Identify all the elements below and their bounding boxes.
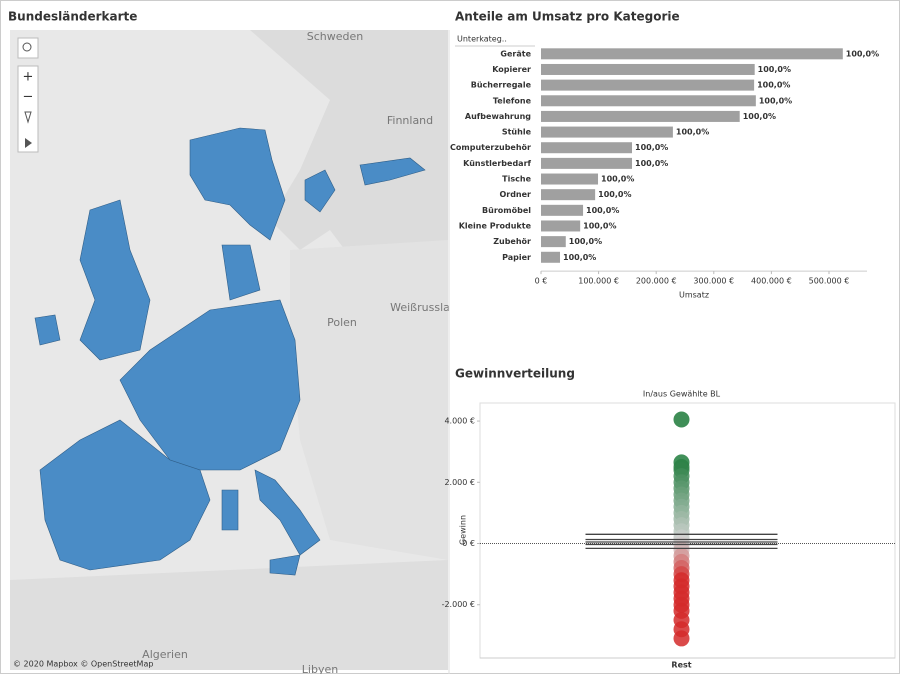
- search-button[interactable]: [17, 37, 39, 59]
- bar: [541, 204, 584, 216]
- value-label: 100,0%: [757, 81, 790, 90]
- category-label: Tische: [502, 175, 531, 184]
- column-header: In/aus Gewählte BL: [643, 390, 721, 399]
- bar: [541, 126, 673, 138]
- x-tick-label: 300.000 €: [693, 277, 734, 286]
- category-label: Geräte: [500, 49, 531, 58]
- category-label: Ordner: [499, 190, 531, 199]
- y-tick-label: -2.000 €: [442, 600, 475, 609]
- map-label: Algerien: [142, 648, 188, 661]
- map[interactable]: Schweden Finnland Polen Weißrussla Alger…: [10, 30, 450, 674]
- map-label: Schweden: [307, 30, 364, 43]
- value-label: 100,0%: [598, 190, 631, 199]
- x-tick-label: 500.000 €: [809, 277, 850, 286]
- category-label: Kopierer: [492, 65, 531, 74]
- dot: [673, 630, 690, 647]
- value-label: 100,0%: [635, 159, 668, 168]
- category-label: Aufbewahrung: [465, 112, 531, 121]
- x-tick-label: Rest: [671, 661, 691, 670]
- category-label: Zubehör: [493, 237, 531, 246]
- search-icon: [22, 42, 32, 52]
- value-label: 100,0%: [635, 143, 668, 152]
- bar-chart-title: Anteile am Umsatz pro Kategorie: [455, 10, 680, 24]
- dot-chart-title: Gewinnverteilung: [455, 367, 575, 381]
- map-title: Bundesländerkarte: [8, 10, 137, 24]
- x-axis-label: Umsatz: [679, 291, 709, 300]
- map-label: Polen: [327, 316, 357, 329]
- category-label: Künstlerbedarf: [463, 159, 531, 168]
- map-attribution: © 2020 Mapbox © OpenStreetMap: [13, 660, 153, 669]
- bar: [541, 95, 756, 107]
- x-tick-label: 100.000 €: [578, 277, 619, 286]
- bar: [541, 189, 596, 201]
- x-tick-label: 400.000 €: [751, 277, 792, 286]
- y-tick-label: 2.000 €: [444, 478, 475, 487]
- zoom-in-icon[interactable]: +: [23, 70, 34, 85]
- value-label: 100,0%: [846, 49, 879, 58]
- category-label: Papier: [502, 253, 531, 262]
- value-label: 100,0%: [563, 253, 596, 262]
- bar: [541, 63, 755, 75]
- pin-icon[interactable]: [24, 111, 32, 124]
- bar: [541, 220, 581, 232]
- x-tick-label: 0 €: [535, 277, 548, 286]
- zoom-out-icon[interactable]: −: [23, 90, 34, 105]
- value-label: 100,0%: [759, 96, 792, 105]
- bar: [541, 251, 561, 263]
- africa-land: [10, 560, 448, 670]
- dot: [673, 411, 690, 428]
- category-label: Telefone: [493, 96, 532, 105]
- category-label: Büromöbel: [482, 206, 531, 215]
- selected-regions: [34, 127, 426, 576]
- bar: [541, 48, 843, 60]
- scandinavia-land: [250, 30, 448, 280]
- category-label: Computerzubehör: [450, 143, 531, 152]
- value-label: 100,0%: [758, 65, 791, 74]
- bar: [541, 79, 755, 91]
- category-header[interactable]: Unterkateg..: [457, 35, 507, 44]
- map-label: Weißrussla: [390, 301, 450, 314]
- x-tick-label: 200.000 €: [636, 277, 677, 286]
- map-label: Libyen: [302, 663, 338, 674]
- y-axis-label: Gewinn: [459, 515, 468, 545]
- value-label: 100,0%: [601, 175, 634, 184]
- value-label: 100,0%: [676, 128, 709, 137]
- map-label: Finnland: [387, 114, 433, 127]
- value-label: 100,0%: [586, 206, 619, 215]
- category-label: Kleine Produkte: [459, 221, 532, 230]
- value-label: 100,0%: [569, 237, 602, 246]
- east-europe-land: [290, 240, 448, 560]
- y-tick-label: 0 €: [462, 539, 475, 548]
- category-label: Stühle: [502, 128, 532, 137]
- bar: [541, 236, 566, 248]
- category-label: Bücherregale: [471, 81, 532, 90]
- bar: [541, 142, 633, 154]
- y-tick-label: 4.000 €: [444, 417, 475, 426]
- value-label: 100,0%: [583, 221, 616, 230]
- zoom-controls[interactable]: [17, 65, 39, 153]
- bar: [541, 173, 599, 185]
- bar: [541, 157, 633, 169]
- bar: [541, 110, 740, 122]
- value-label: 100,0%: [743, 112, 776, 121]
- map-controls: + −: [17, 37, 39, 153]
- play-icon[interactable]: [25, 138, 32, 148]
